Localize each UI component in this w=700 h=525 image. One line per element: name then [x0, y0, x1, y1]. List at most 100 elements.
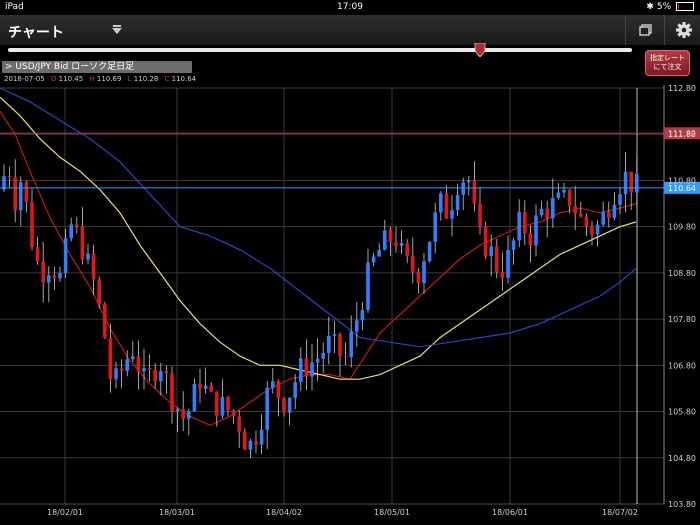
candle: [293, 374, 297, 410]
candle-body: [579, 213, 583, 217]
candle: [220, 379, 225, 419]
candle-body: [584, 216, 589, 227]
candle-body: [136, 356, 141, 372]
candle-body: [47, 275, 51, 283]
instrument-selector[interactable]: > USD/JPY Bid ローソク足日足: [2, 61, 192, 73]
order-at-rate-button[interactable]: 指定レート にて注文: [645, 50, 690, 76]
candle: [226, 395, 230, 417]
candle-body: [595, 224, 600, 235]
candle: [635, 156, 639, 209]
candle: [187, 408, 191, 436]
chevron-down-icon[interactable]: [112, 25, 122, 34]
candle: [119, 359, 124, 389]
candle-body: [248, 440, 253, 450]
candle-body: [534, 215, 538, 246]
candle: [321, 342, 325, 374]
range-slider-thumb[interactable]: [474, 43, 486, 57]
candle: [377, 243, 381, 257]
candle: [355, 301, 359, 347]
candle: [455, 183, 460, 216]
candle: [338, 332, 342, 377]
price-tag: [664, 127, 700, 140]
window-button[interactable]: [631, 15, 661, 45]
candle: [612, 191, 617, 220]
candle: [427, 241, 432, 263]
candle-body: [321, 352, 325, 359]
range-slider-track[interactable]: [8, 48, 632, 52]
candle: [411, 237, 415, 284]
candle: [52, 266, 57, 290]
candle-body: [7, 176, 12, 178]
candle: [41, 241, 45, 303]
candle: [483, 221, 488, 259]
candle: [159, 362, 163, 396]
candle-body: [399, 242, 404, 247]
candle-body: [243, 431, 247, 450]
candle-body: [142, 367, 146, 372]
candle: [147, 354, 152, 382]
candle-body: [612, 204, 617, 218]
candle-body: [405, 242, 409, 257]
x-tick-label: 18/04/02: [266, 508, 302, 517]
candle-body: [282, 398, 286, 413]
candlestick-chart[interactable]: 111.82 110.64 112.80 111.80 110.80 109.80 108…: [0, 85, 700, 525]
candle-body: [489, 246, 493, 257]
candle: [265, 380, 269, 450]
candle-body: [147, 367, 152, 370]
candle: [248, 438, 253, 459]
candle-body: [332, 334, 337, 336]
candle-body: [276, 381, 281, 399]
candle-body: [69, 224, 73, 239]
candle-body: [478, 203, 482, 226]
candle: [327, 316, 331, 365]
candle: [416, 268, 421, 294]
bluetooth-icon: ✱: [646, 2, 654, 12]
candle: [422, 252, 426, 294]
candle-body: [209, 385, 213, 392]
candle-body: [349, 331, 353, 358]
battery-icon: [676, 2, 694, 11]
status-bar: iPad 17:09 ✱ 5%: [0, 0, 700, 14]
candle: [394, 226, 398, 253]
candle: [7, 166, 12, 189]
candle: [349, 315, 353, 368]
candle-body: [164, 371, 169, 374]
candle-body: [226, 396, 230, 411]
candle: [13, 159, 17, 223]
x-tick-label: 18/07/02: [602, 508, 638, 517]
settings-button[interactable]: [669, 15, 699, 45]
candle: [495, 239, 499, 279]
candle-body: [416, 271, 421, 284]
candle: [181, 391, 185, 432]
device-label: iPad: [5, 2, 24, 12]
candle: [478, 186, 482, 235]
candle: [24, 180, 29, 213]
candle: [198, 369, 202, 404]
candle-body: [299, 358, 303, 382]
candle: [489, 234, 493, 277]
candle: [383, 219, 387, 251]
candle-body: [13, 177, 17, 210]
candle: [63, 228, 68, 278]
candle: [461, 177, 465, 211]
toolbar-divider: [625, 15, 626, 45]
candle: [131, 340, 135, 363]
candle: [332, 320, 337, 353]
candle: [254, 430, 258, 454]
candle-body: [433, 212, 437, 242]
price-tag: [664, 181, 700, 194]
candle: [517, 199, 521, 248]
candle-body: [472, 180, 477, 204]
candle: [371, 252, 376, 267]
y-tick-label: 104.80: [668, 454, 696, 463]
candle: [360, 302, 365, 331]
candle-body: [528, 233, 533, 246]
candle-body: [461, 182, 465, 195]
candle: [511, 237, 516, 265]
gear-icon: [676, 22, 692, 38]
candle-body: [231, 410, 236, 417]
candle-body: [114, 368, 118, 380]
candle-body: [108, 337, 113, 380]
candle-body: [545, 208, 549, 219]
candle-body: [119, 368, 124, 371]
